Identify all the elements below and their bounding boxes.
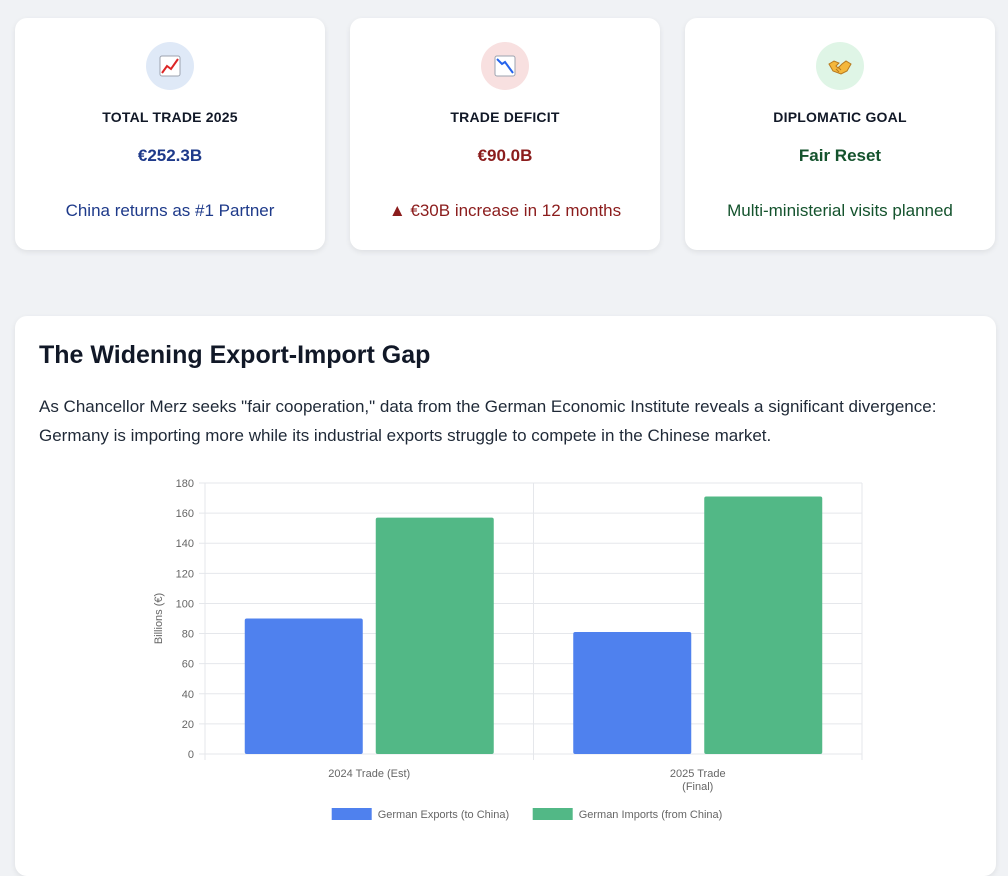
diplomatic-goal-value: Fair Reset: [798, 146, 882, 165]
x-tick-label: 2024 Trade (Est): [328, 768, 410, 780]
handshake-icon: [828, 60, 852, 75]
trade-deficit-icon-badge: [481, 42, 529, 90]
y-tick-label: 100: [176, 598, 194, 610]
x-tick-label: (Final): [682, 781, 713, 793]
y-tick-label: 0: [188, 749, 194, 761]
y-tick-label: 140: [176, 538, 194, 550]
trade-gap-panel: The Widening Export-Import Gap As Chance…: [15, 316, 996, 876]
diplomatic-goal-card: DIPLOMATIC GOAL Fair Reset Multi-ministe…: [685, 18, 995, 250]
total-trade-note: China returns as #1 Partner: [65, 201, 275, 220]
y-tick-label: 20: [182, 719, 194, 731]
legend-swatch: [532, 808, 573, 820]
y-tick-label: 180: [176, 478, 194, 490]
legend-label: German Exports (to China): [378, 809, 509, 821]
total-trade-icon-badge: [146, 42, 194, 90]
y-tick-label: 80: [182, 629, 194, 641]
y-axis-label: Billions (€): [153, 593, 165, 644]
diplomatic-goal-note: Multi-ministerial visits planned: [727, 201, 953, 220]
trade-deficit-value: €90.0B: [477, 146, 533, 165]
legend-label: German Imports (from China): [579, 809, 723, 821]
trade-deficit-label: TRADE DEFICIT: [450, 109, 560, 125]
trade-bar-chart: 0 20 40 60 80 100 120 140 160 180 2024 Trade (Est)…: [153, 478, 863, 821]
y-tick-label: 120: [176, 568, 194, 580]
trade-deficit-card: TRADE DEFICIT €90.0B ▲ €30B increase in …: [350, 18, 660, 250]
total-trade-card: TOTAL TRADE 2025 €252.3B China returns a…: [15, 18, 325, 250]
total-trade-value: €252.3B: [137, 146, 203, 165]
bar: [573, 632, 692, 754]
chart-decreasing-icon: [494, 55, 516, 77]
y-tick-label: 40: [182, 689, 194, 701]
legend-swatch: [331, 808, 372, 820]
y-tick-label: 60: [182, 659, 194, 671]
section-description: As Chancellor Merz seeks "fair cooperati…: [39, 397, 937, 445]
y-tick-label: 160: [176, 508, 194, 520]
bar: [375, 517, 494, 754]
section-title: The Widening Export-Import Gap: [39, 341, 431, 369]
stat-cards: TOTAL TRADE 2025 €252.3B China returns a…: [15, 18, 996, 250]
bar: [244, 618, 363, 754]
total-trade-label: TOTAL TRADE 2025: [102, 109, 238, 125]
diplomatic-goal-label: DIPLOMATIC GOAL: [773, 109, 907, 125]
bar: [704, 496, 823, 754]
x-tick-label: 2025 Trade: [670, 768, 726, 780]
chart-increasing-icon: [159, 55, 181, 77]
trade-deficit-note: ▲ €30B increase in 12 months: [388, 201, 622, 220]
diplomatic-goal-icon-badge: [816, 42, 864, 90]
